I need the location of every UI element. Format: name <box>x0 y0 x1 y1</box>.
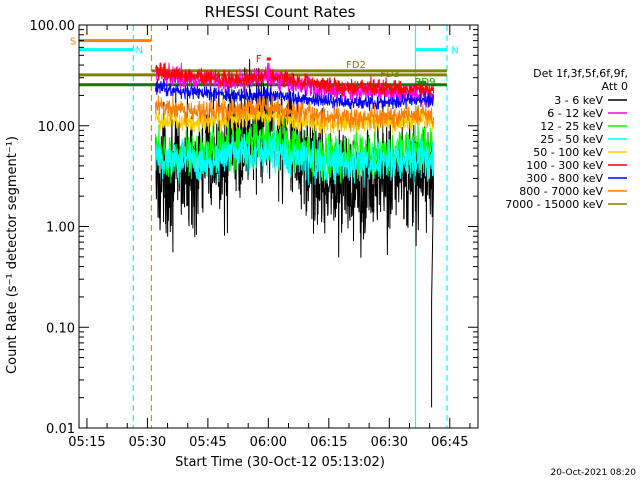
legend-entry-label: 6 - 12 keV <box>547 107 603 120</box>
legend-entry-label: 100 - 300 keV <box>526 159 603 172</box>
legend-header-line: Det 1f,3f,5f,6f,9f, <box>533 67 628 80</box>
flag-label: S <box>70 37 76 48</box>
legend-entry-label: 7000 - 15000 keV <box>505 198 603 211</box>
series-line <box>155 62 434 101</box>
chart-title: RHESSI Count Rates <box>205 3 356 21</box>
x-tick-label: 05:15 <box>68 435 105 450</box>
x-tick-label: 06:30 <box>371 435 408 450</box>
y-axis-label: Count Rate (s⁻¹ detector segment⁻¹) <box>5 136 20 374</box>
flag-label: FD2 <box>346 60 366 71</box>
x-axis-label: Start Time (30-Oct-12 05:13:02) <box>175 455 385 470</box>
flare-peak-spike <box>266 62 271 81</box>
legend-header-line: Att 0 <box>602 80 628 93</box>
legend-entry-label: 25 - 50 keV <box>540 133 603 146</box>
flag-label: N <box>136 46 143 57</box>
legend-entry-label: 50 - 100 keV <box>533 146 603 159</box>
legend-entry-label: 800 - 7000 keV <box>519 185 603 198</box>
legend-entry-label: 3 - 6 keV <box>554 94 603 107</box>
y-tick-label: 100.00 <box>30 19 76 34</box>
x-tick-label: 06:45 <box>431 435 468 450</box>
series-lines <box>155 59 435 408</box>
series-line <box>155 94 434 132</box>
y-tick-label: 10.00 <box>38 120 75 135</box>
flag-label: N <box>451 46 458 57</box>
x-tick-label: 06:00 <box>250 435 287 450</box>
legend-entry-label: 12 - 25 keV <box>540 120 603 133</box>
x-tick-label: 05:45 <box>189 435 226 450</box>
legend-entry-label: 300 - 800 keV <box>526 172 603 185</box>
series-line <box>155 78 434 112</box>
x-tick-label: 05:30 <box>129 435 166 450</box>
y-tick-label: 1.00 <box>46 221 75 236</box>
y-tick-label: 0.10 <box>46 321 75 336</box>
y-tick-label: 0.01 <box>46 422 75 437</box>
flag-label: F <box>256 54 262 65</box>
flag-label: FD3 <box>380 69 400 80</box>
x-tick-label: 06:15 <box>310 435 347 450</box>
series-line <box>155 128 434 188</box>
timestamp: 20-Oct-2021 08:20 <box>551 468 637 478</box>
